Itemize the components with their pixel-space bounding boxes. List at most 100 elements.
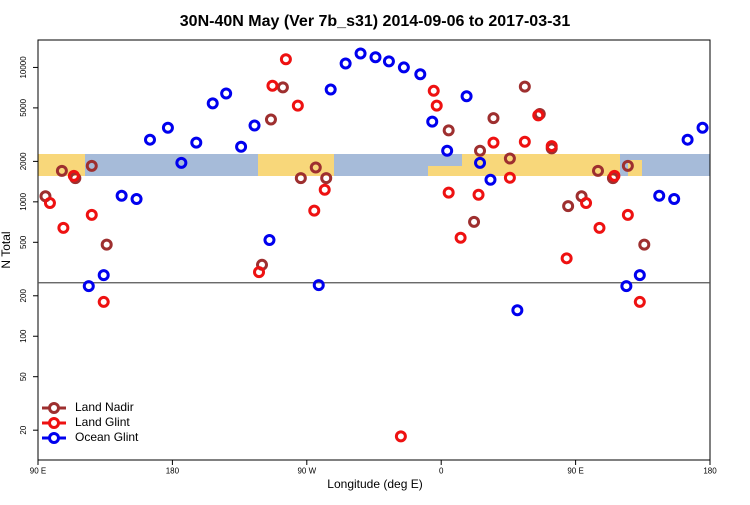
point bbox=[441, 144, 454, 157]
y-tick-label: 200 bbox=[19, 289, 28, 303]
point bbox=[468, 215, 481, 228]
point bbox=[518, 135, 531, 148]
point bbox=[324, 83, 337, 96]
point bbox=[620, 280, 633, 293]
y-tick-label: 500 bbox=[19, 235, 28, 249]
point bbox=[394, 430, 407, 443]
point bbox=[580, 197, 593, 210]
point bbox=[248, 119, 261, 132]
point bbox=[266, 79, 279, 92]
point bbox=[291, 99, 304, 112]
point bbox=[253, 266, 266, 279]
point bbox=[276, 81, 289, 94]
legend-label: Land Nadir bbox=[75, 400, 134, 414]
point bbox=[460, 90, 473, 103]
x-tick-label: 0 bbox=[439, 467, 444, 476]
point bbox=[115, 189, 128, 202]
point bbox=[97, 269, 110, 282]
y-tick-label: 50 bbox=[19, 372, 28, 381]
point bbox=[263, 234, 276, 247]
point bbox=[560, 252, 573, 265]
y-tick-label: 20 bbox=[19, 425, 28, 434]
point bbox=[593, 221, 606, 234]
point bbox=[382, 55, 395, 68]
point bbox=[668, 192, 681, 205]
point bbox=[279, 53, 292, 66]
point bbox=[294, 172, 307, 185]
point bbox=[97, 295, 110, 308]
legend-marker bbox=[48, 402, 60, 414]
x-tick-label: 90 W bbox=[297, 467, 316, 476]
y-tick-label: 2000 bbox=[19, 152, 28, 170]
x-tick-label: 180 bbox=[166, 467, 180, 476]
plot-frame bbox=[37, 39, 711, 461]
x-axis-label: Longitude (deg E) bbox=[327, 477, 422, 491]
legend-label: Land Glint bbox=[75, 415, 130, 429]
point bbox=[220, 87, 233, 100]
point bbox=[621, 159, 634, 172]
point bbox=[397, 61, 410, 74]
point bbox=[427, 84, 440, 97]
y-tick-label: 10000 bbox=[19, 56, 28, 79]
point bbox=[414, 68, 427, 81]
point bbox=[85, 208, 98, 221]
point bbox=[681, 133, 694, 146]
point bbox=[474, 144, 487, 157]
point bbox=[653, 189, 666, 202]
x-tick-label: 90 E bbox=[30, 467, 46, 476]
point bbox=[484, 173, 497, 186]
point bbox=[442, 124, 455, 137]
point bbox=[320, 172, 333, 185]
point bbox=[638, 238, 651, 251]
map-strip bbox=[38, 154, 710, 176]
x-tick-label: 180 bbox=[703, 467, 717, 476]
point bbox=[621, 208, 634, 221]
y-tick-label: 100 bbox=[19, 329, 28, 343]
legend-label: Ocean Glint bbox=[75, 430, 139, 444]
point bbox=[532, 109, 545, 122]
point bbox=[633, 295, 646, 308]
point bbox=[130, 192, 143, 205]
y-tick-label: 1000 bbox=[19, 192, 28, 210]
point bbox=[511, 304, 524, 317]
point bbox=[545, 140, 558, 153]
point bbox=[472, 188, 485, 201]
point bbox=[487, 112, 500, 125]
point bbox=[503, 171, 516, 184]
point bbox=[442, 186, 455, 199]
point bbox=[309, 161, 322, 174]
point bbox=[430, 99, 443, 112]
y-axis-label: N Total bbox=[0, 231, 13, 268]
point bbox=[562, 200, 575, 213]
point bbox=[318, 183, 331, 196]
point bbox=[161, 121, 174, 134]
point bbox=[82, 280, 95, 293]
point bbox=[144, 133, 156, 146]
legend-marker bbox=[48, 432, 60, 444]
point bbox=[43, 197, 56, 210]
x-tick-label: 90 E bbox=[567, 467, 583, 476]
point bbox=[592, 164, 604, 177]
point bbox=[57, 221, 70, 234]
legend-marker bbox=[48, 417, 60, 429]
point bbox=[696, 121, 709, 134]
point bbox=[454, 231, 467, 244]
point bbox=[503, 152, 516, 165]
point bbox=[235, 140, 248, 153]
point bbox=[633, 269, 646, 282]
point bbox=[175, 156, 188, 169]
point bbox=[312, 279, 325, 292]
point bbox=[100, 238, 113, 251]
point bbox=[67, 169, 80, 182]
y-tick-label: 5000 bbox=[19, 98, 28, 116]
point bbox=[339, 57, 352, 70]
point bbox=[518, 80, 531, 93]
point bbox=[55, 164, 68, 177]
point bbox=[354, 47, 367, 60]
point bbox=[474, 156, 487, 169]
point bbox=[190, 136, 203, 149]
point bbox=[608, 169, 621, 182]
point bbox=[308, 204, 321, 217]
point bbox=[85, 159, 98, 172]
